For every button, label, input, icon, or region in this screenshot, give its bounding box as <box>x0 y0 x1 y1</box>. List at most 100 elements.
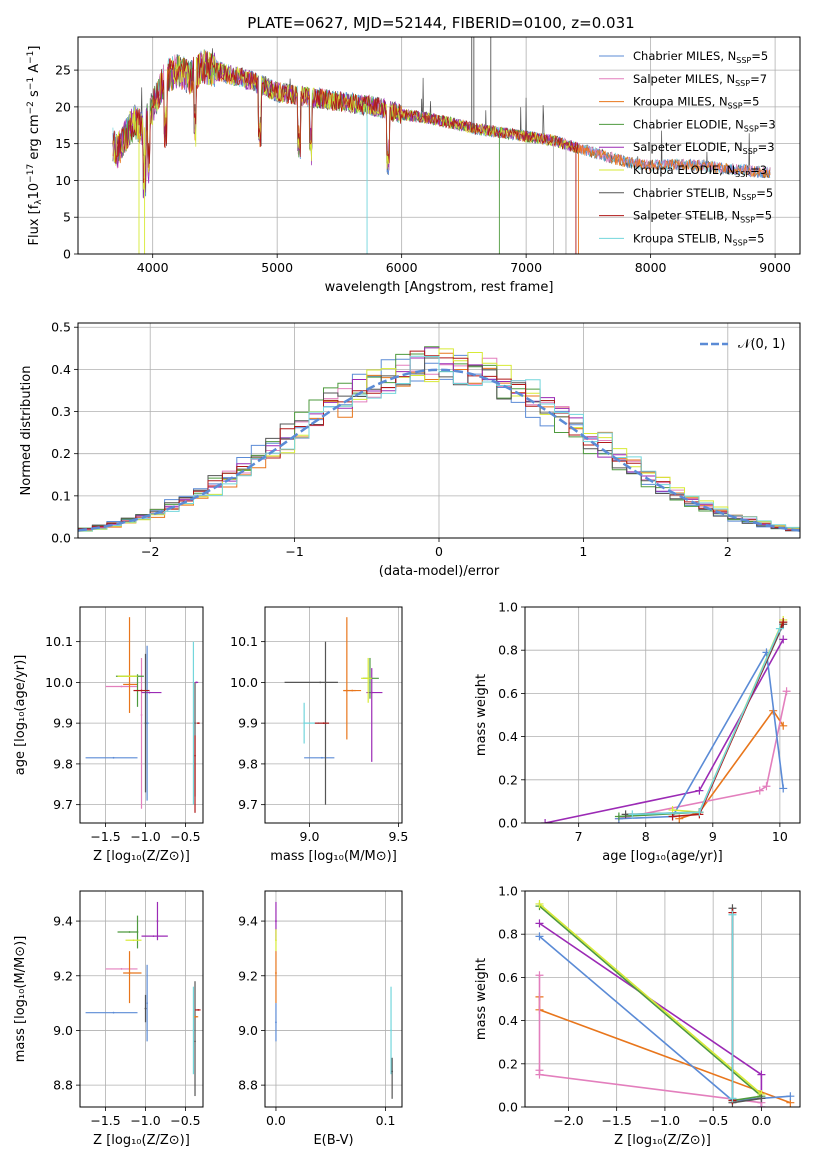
y-tick-label: 1.0 <box>498 600 518 615</box>
legend-label: Chabrier MILES, NSSP=5 <box>633 49 768 65</box>
errorbar-point <box>128 931 131 933</box>
x-tick-label: −0.5 <box>698 1113 728 1128</box>
weight-line-0 <box>544 639 784 823</box>
y-tick-label: 9.0 <box>238 1023 258 1038</box>
weight-marker <box>757 1070 766 1079</box>
x-axis-label: mass [log₁₀(M/M⊙)] <box>270 849 397 864</box>
weight-marker <box>695 786 704 795</box>
legend-item: Chabrier MILES, NSSP=5 <box>599 49 768 65</box>
y-axis-label: Flux [fλ10−17 erg cm−2 s−1 A−1] <box>26 46 44 246</box>
y-tick-label: 9.8 <box>238 756 258 771</box>
x-tick-label: 8 <box>642 829 650 844</box>
y-tick-label: 1.0 <box>498 884 518 899</box>
errorbar-point <box>156 920 159 922</box>
errorbar-point <box>195 681 198 684</box>
errorbar-point <box>197 722 200 725</box>
x-tick-label: 9.0 <box>300 829 320 844</box>
x-tick-label: 2 <box>724 544 732 559</box>
errorbar-point <box>275 920 277 922</box>
y-axis-label-part: ] <box>27 46 42 51</box>
errorbar-point <box>152 935 155 938</box>
errorbar-point <box>319 681 322 684</box>
y-tick-label: 10.1 <box>230 634 258 649</box>
errorbar-point <box>132 939 135 942</box>
errorbar-point <box>194 754 196 757</box>
errorbar-point <box>136 931 139 933</box>
errorbar-point <box>128 972 131 974</box>
x-tick-label: −2.0 <box>553 1113 583 1128</box>
axes-frame <box>264 890 403 1108</box>
legend-label-subscript: SSP <box>744 124 759 133</box>
legend-label-text: Salpeter MILES, N <box>633 72 735 86</box>
x-tick-label: 8000 <box>635 260 667 275</box>
legend-item: Kroupa MILES, NSSP=5 <box>599 95 759 111</box>
weight-marker <box>541 819 550 823</box>
legend-label-subscript: SSP <box>728 102 743 111</box>
legend-label: Salpeter ELODIE, NSSP=3 <box>633 140 775 156</box>
y-tick-label: 15 <box>55 136 71 151</box>
y-tick-label: 0.6 <box>498 686 518 701</box>
panel-mass_vs_Z: −1.5 −1.0 −0.5 8.8 9.0 9.2 9.4 Z [log₁₀(Z/Z⊙)] m… <box>13 890 204 1148</box>
y-tick-label: 0.1 <box>51 488 71 503</box>
weight-marker <box>779 635 788 644</box>
errorbar-point <box>275 939 277 942</box>
y-tick-label: 10 <box>55 173 71 188</box>
x-tick-label: 4000 <box>137 260 169 275</box>
y-tick-label: 5 <box>63 210 71 225</box>
y-tick-label: 0.4 <box>498 1013 518 1028</box>
y-tick-label: 9.2 <box>238 968 258 983</box>
legend-label-text: Kroupa ELODIE, N <box>633 163 735 177</box>
plot-area <box>85 617 200 813</box>
weight-marker <box>728 1094 737 1103</box>
plot-area <box>112 37 771 254</box>
legend-label-subscript: SSP <box>736 56 751 65</box>
x-axis-label: wavelength [Angstrom, rest frame] <box>325 280 554 295</box>
legend-label-suffix: =5 <box>748 231 765 245</box>
y-axis-label-part: −2 <box>26 101 36 114</box>
figure-title: PLATE=0627, MJD=52144, FIBERID=0100, z=0… <box>247 14 634 32</box>
weight-marker <box>779 618 788 627</box>
x-tick-label: −1.5 <box>90 1113 120 1128</box>
y-tick-label: 0 <box>63 247 71 262</box>
y-tick-label: 0.4 <box>498 729 518 744</box>
y-tick-label: 8.8 <box>238 1078 258 1093</box>
errorbar-point <box>112 756 115 759</box>
panel-mass_vs_ebv: 0.0 0.1 8.8 9.0 9.2 9.4 E(B-V) <box>238 890 403 1148</box>
legend-label-text: Salpeter STELIB, N <box>633 209 740 223</box>
errorbar-point <box>112 1011 115 1014</box>
x-tick-label: −1.0 <box>650 1113 680 1128</box>
legend-label-subscript: SSP <box>743 147 758 156</box>
legend-label: Kroupa ELODIE, NSSP=3 <box>633 163 767 179</box>
y-axis-label: Normed distribution <box>19 366 34 496</box>
legend-item: Kroupa ELODIE, NSSP=3 <box>599 163 767 179</box>
errorbar-point <box>194 1015 197 1018</box>
errorbar-point <box>390 1029 392 1032</box>
panel-age_vs_Z: −1.5 −1.0 −0.5 9.7 9.8 9.9 10.0 10.1 Z [log₁₀(Z/… <box>13 606 204 864</box>
panel-age_vs_mass: 9.0 9.5 9.7 9.8 9.9 10.0 10.1 mass [log₁₀(M/M⊙)… <box>230 606 408 864</box>
errorbar-point <box>351 689 354 692</box>
legend-label-suffix: =5 <box>751 49 768 63</box>
x-axis-label: age [log₁₀(age/yr)] <box>602 849 723 864</box>
y-tick-label: 0.0 <box>498 1100 518 1115</box>
y-tick-label: 0.0 <box>498 816 518 831</box>
errorbar-point <box>370 691 373 694</box>
errorbar-point <box>275 1021 277 1024</box>
legend-label-subscript: SSP <box>735 170 750 179</box>
x-tick-label: 7 <box>575 829 583 844</box>
plot-area <box>275 901 394 1099</box>
legend-label-suffix: =5 <box>756 186 773 200</box>
x-tick-label: 0 <box>435 544 443 559</box>
y-axis-label-part: −17 <box>26 164 36 183</box>
spectrum-line-7 <box>112 52 579 193</box>
legend-label: Salpeter MILES, NSSP=7 <box>633 72 767 88</box>
y-tick-label: 9.4 <box>238 914 258 929</box>
x-tick-label: 9000 <box>759 260 791 275</box>
weight-marker <box>535 971 544 980</box>
weight-line-4 <box>538 905 764 1102</box>
y-tick-label: 9.4 <box>53 914 73 929</box>
y-tick-label: 9.8 <box>53 756 73 771</box>
x-axis-label: Z [log₁₀(Z/Z⊙)] <box>93 849 190 864</box>
x-tick-label: 0.0 <box>266 1113 286 1128</box>
legend-label-suffix: =7 <box>750 72 767 86</box>
